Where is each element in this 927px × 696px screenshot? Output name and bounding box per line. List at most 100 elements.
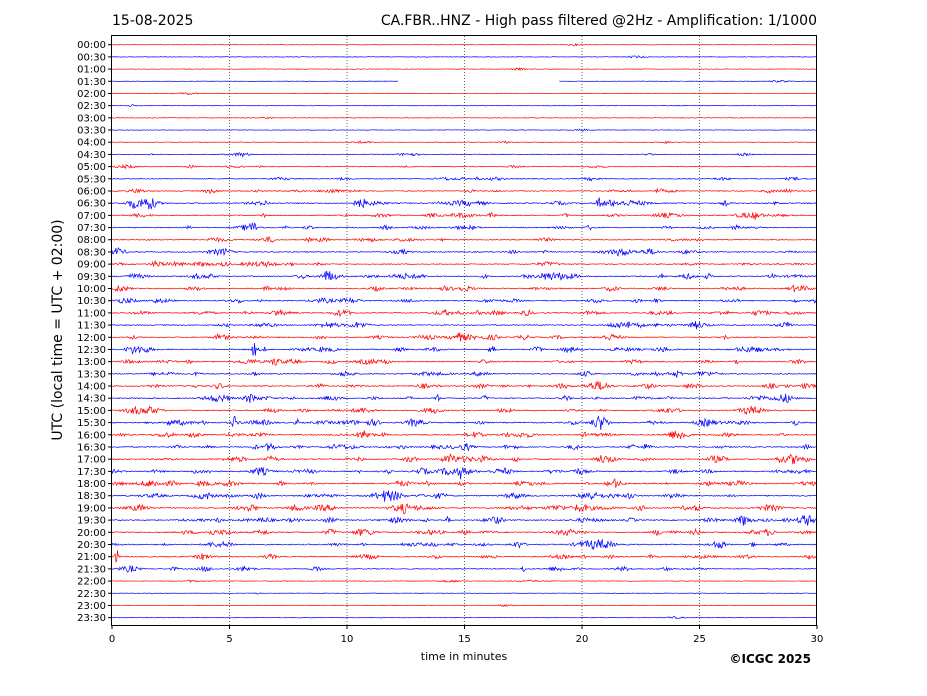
trace-row-0900 <box>111 259 818 269</box>
y-tick-label: 23:00 <box>77 601 106 612</box>
trace-row-0600 <box>111 187 818 195</box>
y-tick-label: 15:30 <box>77 418 106 429</box>
trace-row-0100 <box>111 67 818 71</box>
y-tick-label: 21:30 <box>77 564 106 575</box>
y-tick-label: 12:00 <box>77 333 106 344</box>
y-tick-label: 12:30 <box>77 345 106 356</box>
y-tick-label: 10:30 <box>77 296 106 307</box>
seismogram-traces <box>111 42 818 620</box>
trace-row-1500 <box>111 405 818 416</box>
y-tick-label: 10:00 <box>77 284 106 295</box>
trace-row-1000 <box>111 284 818 293</box>
y-tick-label: 21:00 <box>77 552 106 563</box>
trace-row-0430 <box>111 152 818 158</box>
trace-row-1900 <box>111 503 818 515</box>
trace-row-1230 <box>111 343 818 356</box>
trace-row-2130 <box>111 565 818 573</box>
y-tick-label: 04:00 <box>77 138 106 149</box>
trace-row-2230 <box>111 592 818 595</box>
trace-row-1930 <box>111 514 818 526</box>
trace-row-2100 <box>111 550 818 563</box>
y-tick-label: 14:00 <box>77 382 106 393</box>
x-tick-label: 5 <box>226 634 232 645</box>
y-tick-label: 02:30 <box>77 101 106 112</box>
y-tick-label: 08:30 <box>77 247 106 258</box>
trace-row-0000 <box>111 42 818 47</box>
y-tick-label: 16:30 <box>77 442 106 453</box>
y-tick-label: 07:00 <box>77 211 106 222</box>
trace-row-2000 <box>111 527 818 537</box>
trace-row-1530 <box>111 415 818 430</box>
y-tick-label: 11:00 <box>77 308 106 319</box>
y-tick-label: 07:30 <box>77 223 106 234</box>
trace-row-1630 <box>111 442 818 452</box>
trace-row-0800 <box>111 236 818 244</box>
trace-row-2330 <box>111 616 818 620</box>
x-tick-label: 10 <box>341 634 354 645</box>
chart-date: 15-08-2025 <box>112 13 193 29</box>
vertical-gridlines <box>229 36 700 625</box>
trace-row-1700 <box>111 453 818 465</box>
y-tick-label: 01:00 <box>77 65 106 76</box>
trace-row-0230 <box>111 104 818 107</box>
trace-row-1400 <box>111 381 818 391</box>
y-axis-label: UTC (local time = UTC + 02:00) <box>50 219 66 440</box>
trace-row-1030 <box>111 296 818 305</box>
y-tick-label: 04:30 <box>77 150 106 161</box>
y-tick-label: 03:30 <box>77 126 106 137</box>
trace-row-2200 <box>111 579 818 584</box>
copyright-label: ©ICGC 2025 <box>729 652 811 666</box>
x-tick-label: 20 <box>576 634 589 645</box>
y-tick-label: 18:30 <box>77 491 106 502</box>
y-tick-label: 22:00 <box>77 577 106 588</box>
trace-row-0130 <box>111 79 818 83</box>
y-tick-label: 16:00 <box>77 430 106 441</box>
plot-frame <box>111 35 817 626</box>
y-tick-label: 06:30 <box>77 199 106 210</box>
trace-row-0830 <box>111 247 818 257</box>
y-tick-label: 17:30 <box>77 467 106 478</box>
trace-row-0200 <box>111 92 818 96</box>
y-tick-label: 20:00 <box>77 528 106 539</box>
x-tick-label: 0 <box>109 634 115 645</box>
trace-row-1130 <box>111 321 818 330</box>
chart-title: CA.FBR..HNZ - High pass filtered @2Hz - … <box>381 13 817 29</box>
y-tick-label: 14:30 <box>77 394 106 405</box>
trace-row-0400 <box>111 140 818 145</box>
trace-row-1830 <box>111 490 818 502</box>
y-tick-label: 08:00 <box>77 235 106 246</box>
y-tick-label: 03:00 <box>77 113 106 124</box>
trace-row-0930 <box>111 270 818 281</box>
trace-row-1200 <box>111 332 818 342</box>
x-axis-label: time in minutes <box>421 650 508 663</box>
trace-row-1330 <box>111 370 818 378</box>
y-tick-label: 15:00 <box>77 406 106 417</box>
y-tick-label: 17:00 <box>77 455 106 466</box>
trace-row-0300 <box>111 116 818 120</box>
y-tick-label: 18:00 <box>77 479 106 490</box>
trace-row-1300 <box>111 358 818 366</box>
y-tick-label: 13:30 <box>77 369 106 380</box>
y-tick-label: 00:00 <box>77 40 106 51</box>
y-tick-label: 09:00 <box>77 260 106 271</box>
trace-row-1800 <box>111 478 818 488</box>
trace-row-2030 <box>111 538 818 551</box>
trace-row-0030 <box>111 55 818 59</box>
y-tick-label: 02:00 <box>77 89 106 100</box>
y-tick-label: 22:30 <box>77 589 106 600</box>
y-tick-label: 09:30 <box>77 272 106 283</box>
trace-row-0330 <box>111 128 818 132</box>
y-tick-label: 19:00 <box>77 503 106 514</box>
x-tick-label: 15 <box>458 634 471 645</box>
trace-row-1600 <box>111 430 818 440</box>
y-tick-label: 19:30 <box>77 516 106 527</box>
trace-row-0530 <box>111 176 818 182</box>
y-tick-label: 05:00 <box>77 162 106 173</box>
trace-row-0700 <box>111 211 818 220</box>
y-tick-label: 20:30 <box>77 540 106 551</box>
y-tick-label: 06:00 <box>77 186 106 197</box>
y-tick-label: 11:30 <box>77 321 106 332</box>
x-tick-label: 25 <box>693 634 706 645</box>
y-tick-label: 23:30 <box>77 613 106 624</box>
